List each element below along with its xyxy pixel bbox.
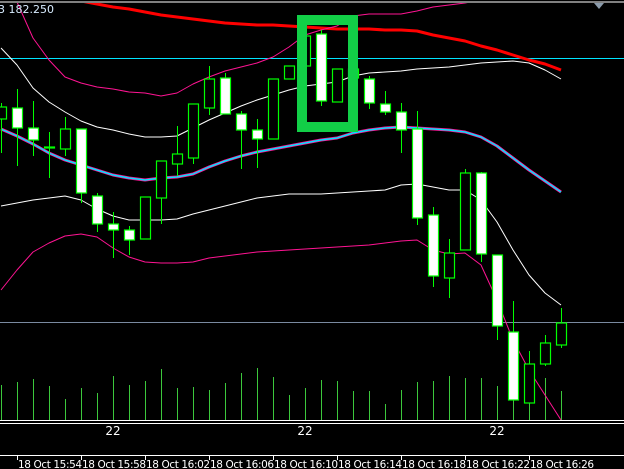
bear-candle-body — [475, 172, 488, 255]
time-label: 18 Oct 16:22 — [466, 459, 530, 469]
volume-bars — [1, 368, 562, 420]
candle — [27, 101, 40, 156]
candle — [91, 193, 104, 232]
time-label: 18 Oct 15:58 — [82, 459, 146, 469]
subwindow-value-label: 22 — [489, 424, 504, 438]
bear-candle-body — [507, 331, 520, 401]
candle — [11, 89, 24, 166]
time-label: 18 Oct 15:54 — [18, 459, 82, 469]
bear-candle-body — [411, 128, 424, 219]
candle — [443, 239, 456, 298]
candle — [507, 301, 520, 401]
bull-candle-body — [0, 106, 8, 120]
bull-candle-body — [523, 363, 536, 404]
bear-candle-body — [11, 107, 24, 129]
bear-candle-body — [27, 127, 40, 141]
time-label: 18 Oct 16:02 — [146, 459, 210, 469]
bear-candle-body — [251, 129, 264, 140]
bull-candle-body — [459, 172, 472, 251]
candle — [75, 128, 88, 203]
bear-candle-body — [315, 33, 328, 102]
candle — [491, 254, 504, 340]
highlight-box-group — [297, 15, 358, 132]
bear-candle-body — [219, 77, 232, 115]
time-label: 18 Oct 16:18 — [402, 459, 466, 469]
time-label: 18 Oct 16:14 — [338, 459, 402, 469]
middle-line-cyan-line — [0, 126, 562, 193]
time-label: 18 Oct 16:26 — [530, 459, 594, 469]
candle — [363, 76, 376, 109]
bear-candle-body — [75, 128, 88, 194]
candle — [331, 68, 344, 103]
candle — [283, 65, 296, 80]
candle — [395, 103, 408, 153]
bull-candle-body — [171, 153, 184, 165]
bear-candle-body — [91, 195, 104, 225]
bull-candle-body — [555, 322, 568, 346]
candle — [379, 91, 392, 115]
candle — [267, 78, 280, 140]
candle — [203, 66, 216, 115]
upper-pink-band-line — [16, 3, 468, 97]
candles — [0, 30, 568, 404]
upper-white-band-line — [0, 47, 562, 138]
bear-candle-body — [427, 214, 440, 277]
candle — [59, 117, 72, 156]
candle — [251, 119, 264, 168]
bear-candle-body — [491, 254, 504, 327]
candle — [315, 30, 328, 106]
bull-candle-body — [203, 78, 216, 109]
candle — [171, 126, 184, 176]
bull-candle-body — [331, 68, 344, 103]
bull-candle-body — [155, 160, 168, 199]
candle — [539, 335, 552, 366]
candle — [235, 111, 248, 169]
bear-candle-body — [235, 113, 248, 131]
horizontal-levels — [0, 58, 624, 323]
lower-pink-band-line — [0, 233, 562, 420]
bear-candle-body — [395, 111, 408, 131]
candle — [411, 111, 424, 225]
candle — [219, 73, 232, 115]
price-label: 3 182.250 — [0, 3, 54, 16]
time-label: 18 Oct 16:10 — [274, 459, 338, 469]
candle — [475, 172, 488, 262]
bull-candle-body — [59, 128, 72, 150]
candle — [459, 169, 472, 251]
candle — [427, 207, 440, 287]
bear-candle-body — [43, 146, 56, 149]
candle — [0, 103, 8, 153]
chart-shift-triangle-icon[interactable] — [594, 3, 604, 9]
subwindow-value-label: 22 — [297, 424, 312, 438]
bull-candle-body — [539, 342, 552, 365]
candle — [555, 308, 568, 348]
bear-candle-body — [363, 78, 376, 104]
time-label: 18 Oct 16:06 — [210, 459, 274, 469]
subwindow-labels: 22 22 22 — [105, 424, 504, 438]
bull-candle-body — [267, 78, 280, 140]
candle — [123, 226, 136, 255]
candle — [523, 351, 536, 404]
bear-candle-body — [123, 229, 136, 241]
candle — [43, 132, 56, 178]
candle — [107, 212, 120, 258]
bull-candle-body — [139, 196, 152, 240]
bull-candle-body — [443, 252, 456, 279]
ma-red-line — [83, 3, 562, 72]
candle — [139, 196, 152, 240]
highlight-box — [297, 15, 358, 132]
subwindow-value-label: 22 — [105, 424, 120, 438]
bull-candle-body — [283, 65, 296, 80]
candle — [187, 103, 200, 164]
bull-candle-body — [187, 103, 200, 159]
candle — [155, 160, 168, 224]
bear-candle-body — [107, 223, 120, 231]
bear-candle-body — [379, 103, 392, 113]
